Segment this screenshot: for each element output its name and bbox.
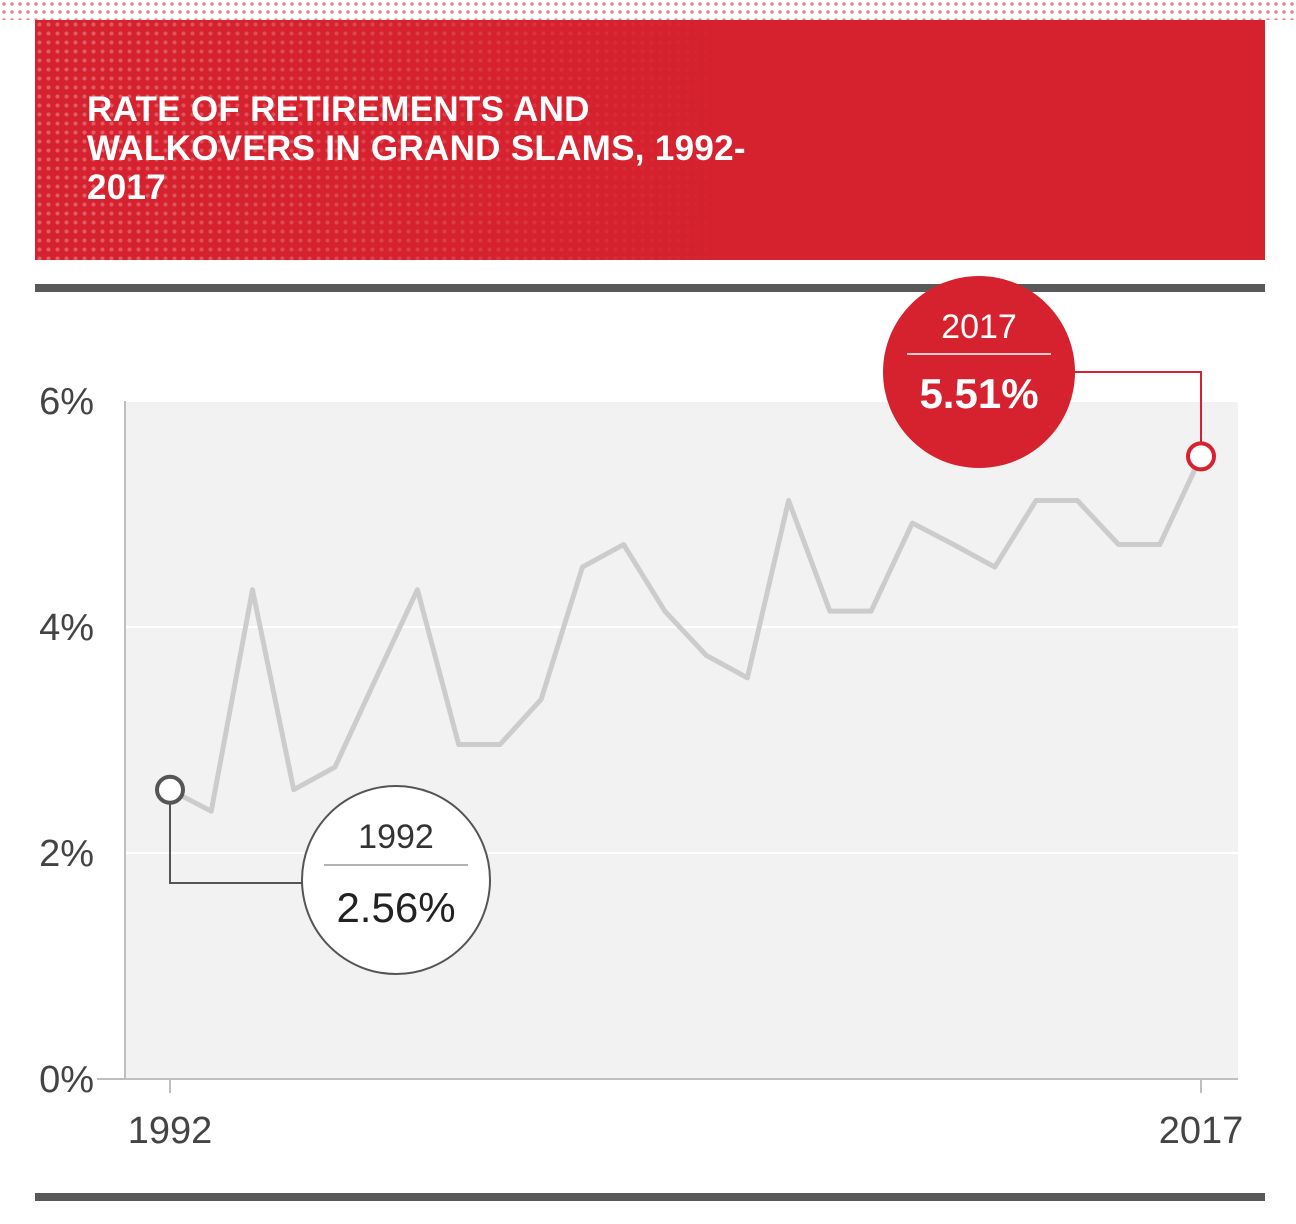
annotation-bubble-1992 — [301, 785, 491, 975]
y-tick-label: 6% — [39, 381, 94, 423]
annotation-value-2017: 5.51% — [919, 370, 1038, 417]
halftone-strip — [0, 0, 1296, 20]
y-tick-label: 4% — [39, 607, 94, 649]
chart-title: RATE OF RETIREMENTS AND WALKOVERS IN GRA… — [87, 90, 746, 207]
y-tick-label: 2% — [39, 833, 94, 875]
bottom-divider — [35, 1193, 1265, 1201]
y-tick-labels: 0% 2% 4% 6% — [39, 381, 94, 1101]
series-line — [168, 455, 1204, 814]
annotation-leader-1992 — [169, 789, 302, 884]
top-divider — [35, 284, 1265, 292]
title-banner: RATE OF RETIREMENTS AND WALKOVERS IN GRA… — [35, 20, 1265, 260]
annotation-leader-2017 — [1063, 371, 1202, 457]
annotation-value-1992: 2.56% — [336, 884, 455, 931]
x-tick-labels: 1992 2017 — [128, 1079, 1244, 1152]
marker-2017 — [1186, 441, 1216, 472]
x-tick-label: 2017 — [1159, 1110, 1244, 1152]
y-tick-label: 0% — [39, 1059, 94, 1101]
annotation-year-1992: 1992 — [358, 818, 434, 856]
annotation-bubble-2017 — [883, 276, 1075, 468]
annotation-year-2017: 2017 — [941, 308, 1017, 346]
marker-1992 — [155, 774, 185, 805]
plot-area — [125, 401, 1238, 1079]
annotations: 1992 2.56% 2017 5.51% — [155, 276, 1216, 975]
halftone-pattern — [35, 20, 735, 260]
x-tick-label: 1992 — [128, 1110, 213, 1152]
